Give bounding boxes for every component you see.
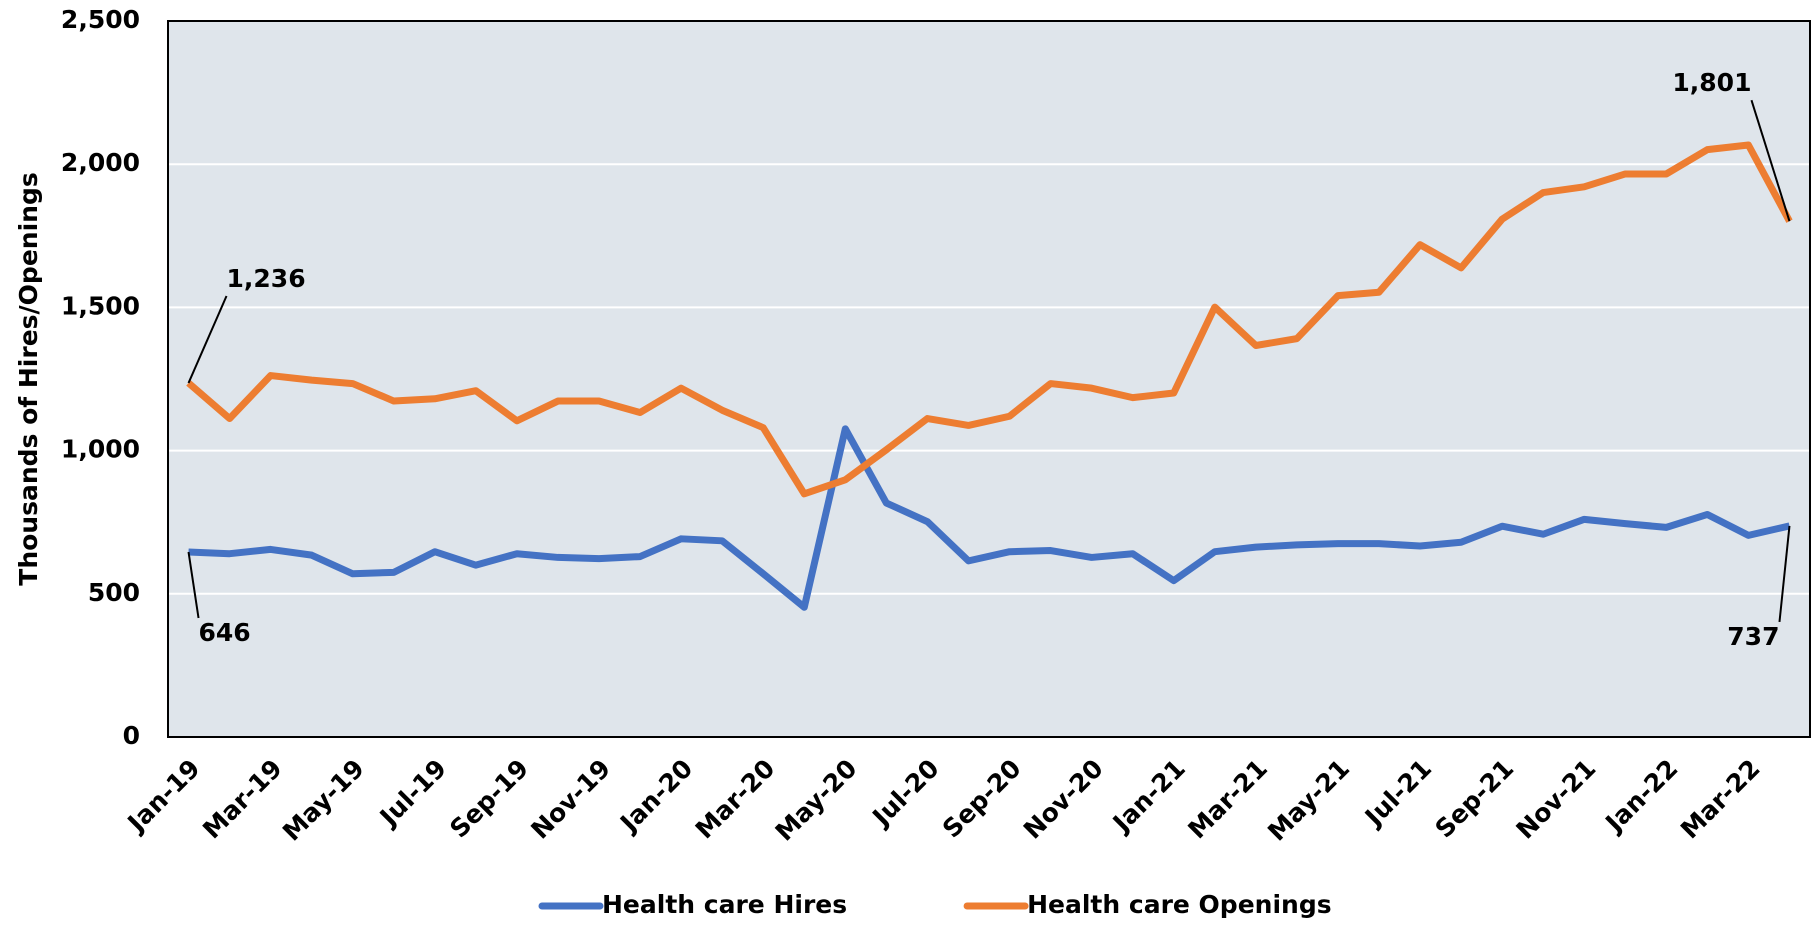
y-tick-label: 0 [123,721,140,750]
plot-border [167,20,1811,738]
x-tick-label: Jul-19 [373,754,452,833]
legend-label: Health care Hires [602,890,847,919]
x-tick-label: Nov-20 [1018,754,1109,845]
series-line [186,141,1793,498]
x-tick-label: Jan-22 [1599,754,1684,839]
x-tick-label: Mar-21 [1182,754,1273,845]
y-tick-label: 1,500 [61,291,140,320]
leader-line [187,551,200,619]
x-tick-label: Mar-22 [1675,754,1766,845]
x-tick-label: Nov-21 [1511,754,1602,845]
x-tick-label: Jan-19 [121,754,206,839]
x-tick-label: Jan-21 [1106,754,1191,839]
x-tick-label: May-19 [277,754,370,847]
x-tick-label: Jul-21 [1358,754,1437,833]
data-label: 1,236 [227,264,306,293]
x-tick-label: Sep-20 [937,754,1027,844]
x-tick-label: Nov-19 [525,754,616,845]
y-tick-label: 2,500 [61,5,140,34]
legend-label: Health care Openings [1027,890,1332,919]
y-tick-label: 500 [88,578,140,607]
y-tick-label: 1,000 [61,435,140,464]
x-tick-label: Jan-20 [613,754,698,839]
y-axis-label: Thousands of Hires/Openings [14,172,43,585]
leader-line [1750,99,1791,222]
leader-line [187,295,228,384]
x-tick-label: Jul-20 [866,754,945,833]
x-tick-label: Mar-19 [197,754,288,845]
y-tick-label: 2,000 [61,148,140,177]
x-tick-label: May-20 [770,754,863,847]
x-tick-label: Mar-20 [690,754,781,845]
data-label: 646 [199,618,251,647]
data-label: 737 [1727,622,1779,651]
x-tick-label: Sep-19 [444,754,534,844]
leader-line [1778,525,1791,623]
data-label: 1,801 [1672,68,1751,97]
series-line [188,425,1791,611]
x-tick-label: May-21 [1262,754,1355,847]
plot-area [168,21,1810,737]
x-tick-label: Sep-21 [1429,754,1519,844]
